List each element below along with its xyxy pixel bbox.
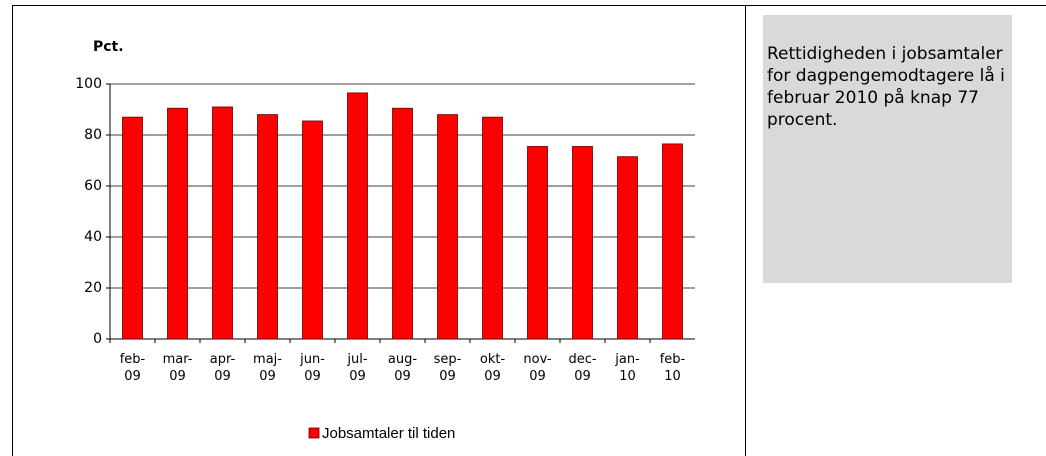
legend-swatch xyxy=(308,427,320,439)
x-tick-label: dec-09 xyxy=(568,352,597,384)
bar xyxy=(437,114,458,340)
y-tick-label: 40 xyxy=(84,229,102,245)
x-tick-label: jan-10 xyxy=(615,352,640,384)
x-tick-label: feb-09 xyxy=(119,352,146,384)
x-tick-label: feb-10 xyxy=(659,352,686,384)
y-tick-label: 60 xyxy=(84,178,102,194)
y-tick-label: 80 xyxy=(84,127,102,143)
x-tick-label: sep-09 xyxy=(433,352,462,384)
bar xyxy=(527,146,548,340)
y-tick-label: 0 xyxy=(93,331,102,347)
bar xyxy=(302,120,323,340)
bar xyxy=(392,107,413,340)
y-tick-label: 20 xyxy=(84,280,102,296)
x-tick-label: maj-09 xyxy=(253,352,282,384)
x-tick-label: apr-09 xyxy=(209,352,236,384)
bar xyxy=(167,107,188,340)
legend-label: Jobsamtaler til tiden xyxy=(322,425,455,442)
bar xyxy=(617,156,638,340)
x-tick-label: jun-09 xyxy=(300,352,325,384)
bar xyxy=(212,106,233,340)
y-tick-label: 100 xyxy=(75,76,102,92)
bar xyxy=(347,92,368,340)
bar xyxy=(482,116,503,340)
x-tick-label: jul-09 xyxy=(347,352,368,384)
bar xyxy=(572,146,593,340)
x-tick-label: okt-09 xyxy=(479,352,506,384)
bar xyxy=(662,143,683,340)
x-tick-label: nov-09 xyxy=(523,352,552,384)
bar xyxy=(122,116,143,340)
x-tick-label: aug-09 xyxy=(387,352,418,384)
side-note: Rettidigheden i jobsamtaler for dagpenge… xyxy=(763,15,1012,283)
bar xyxy=(257,114,278,340)
y-axis-label: Pct. xyxy=(93,39,124,55)
x-tick-label: mar-09 xyxy=(162,352,193,384)
